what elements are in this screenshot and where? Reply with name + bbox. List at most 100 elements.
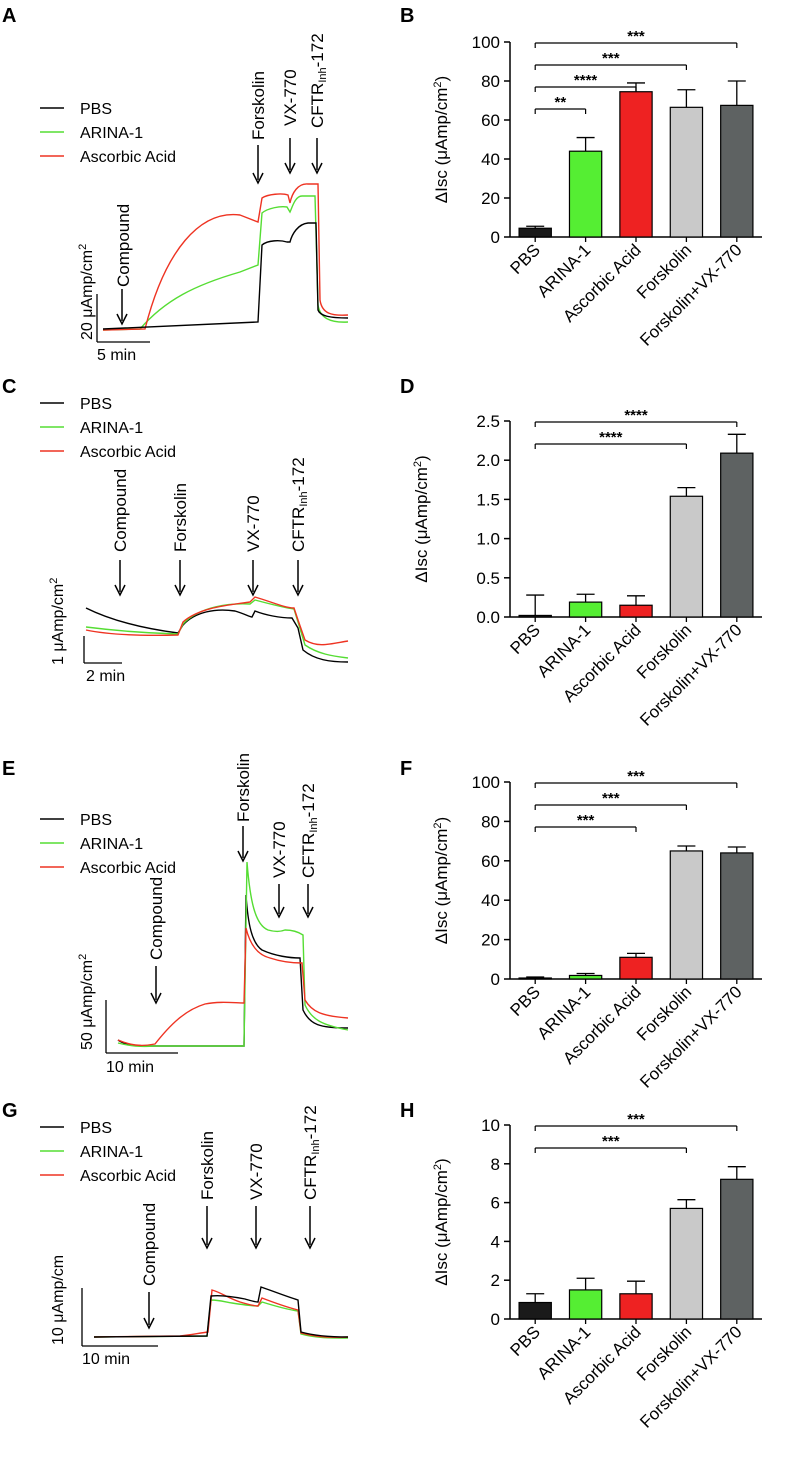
scalebar-g: 10 μAmp/cm 10 min: [50, 1255, 158, 1368]
marker-compound-a: Compound: [114, 204, 133, 326]
significance-label: ***: [602, 50, 620, 67]
marker-compound-g: Compound: [140, 1203, 159, 1330]
trace-g-arina: [93, 1299, 349, 1339]
marker-forskolin-a-arrow-head: [252, 172, 264, 185]
trace-c-pbs: [85, 607, 349, 663]
significance-label: ***: [627, 768, 645, 785]
marker-cftr-g: CFTRInh-172: [301, 1105, 322, 1250]
scalebar-a-x-label: 5 min: [97, 347, 136, 364]
bar-arina-1: [568, 974, 603, 980]
bar-forskolin-vx-770: [720, 1178, 754, 1320]
legend-c-pbs: PBS: [80, 396, 112, 413]
trace-g-pbs: [93, 1286, 349, 1338]
significance-label: ****: [574, 72, 598, 89]
y-tick-label: 0: [491, 228, 500, 247]
marker-forskolin-a-label: Forskolin: [249, 71, 268, 140]
marker-cftr-e: CFTRInh-172: [299, 783, 320, 919]
scalebar-a: 20 μAmp/cm2 5 min: [77, 244, 150, 364]
panel-label-a: A: [2, 5, 16, 27]
trace-e-ascorbic: [117, 927, 349, 1047]
panel-label-f: F: [400, 758, 412, 780]
legend-e-arina: ARINA-1: [80, 836, 143, 853]
trace-a-pbs: [102, 222, 349, 330]
bar-forskolin-vx-770: [720, 452, 754, 618]
marker-vx770-c: VX-770: [244, 495, 263, 597]
y-tick-label: 20: [481, 931, 500, 950]
significance-label: ***: [602, 790, 620, 807]
legend-e-pbs: PBS: [80, 812, 112, 829]
legend-e-ascorbic: Ascorbic Acid: [80, 860, 176, 877]
marker-vx770-c-label: VX-770: [244, 495, 263, 552]
y-axis-label: ΔIsc (μAmp/cm2): [432, 1158, 451, 1285]
significance-label: ***: [602, 1133, 620, 1150]
marker-vx770-a-arrow-head: [284, 162, 296, 175]
y-tick-label: 8: [491, 1155, 500, 1174]
marker-compound-c: Compound: [111, 469, 130, 597]
panel-c: C PBS ARINA-1 Ascorbic Acid Compound For…: [2, 376, 349, 685]
marker-forskolin-g-label: Forskolin: [198, 1131, 217, 1200]
marker-forskolin-g: Forskolin: [198, 1131, 217, 1250]
legend-c-ascorbic: Ascorbic Acid: [80, 444, 176, 461]
legend-e: PBS ARINA-1 Ascorbic Acid: [40, 812, 176, 877]
traces-c: [85, 596, 349, 663]
y-tick-label: 0: [491, 1310, 500, 1329]
bar-ascorbic-acid: [619, 1293, 653, 1320]
legend-ascorbic: Ascorbic Acid: [80, 149, 176, 166]
significance-label: **: [555, 94, 567, 111]
significance-label: ***: [577, 812, 595, 829]
scalebar-a-y-label: 20 μAmp/cm2: [77, 244, 96, 340]
significance-label: ****: [624, 407, 648, 424]
traces-e: [117, 861, 349, 1048]
marker-forskolin-c-label: Forskolin: [171, 483, 190, 552]
y-axis-label: ΔIsc (μAmp/cm2): [432, 76, 451, 203]
significance-label: ****: [599, 429, 623, 446]
traces-a: [102, 183, 349, 331]
panel-label-d: D: [400, 376, 414, 398]
marker-cftr-a-arrow-head: [311, 162, 323, 175]
scalebar-c-y-label: 1 μAmp/cm2: [48, 578, 67, 665]
y-tick-label: 60: [481, 111, 500, 130]
marker-cftr-c: CFTRInh-172: [289, 457, 310, 597]
legend-arina: ARINA-1: [80, 125, 143, 142]
trace-g-ascorbic: [93, 1289, 349, 1339]
legend-g-pbs: PBS: [80, 1120, 112, 1137]
y-axis-label: ΔIsc (μAmp/cm2): [412, 455, 431, 582]
marker-compound-e: Compound: [147, 877, 166, 1005]
scalebar-g-x-label: 10 min: [82, 1351, 130, 1368]
y-tick-label: 1.0: [476, 530, 500, 549]
bar-arina-1: [568, 601, 603, 618]
marker-vx770-a: VX-770: [281, 69, 300, 175]
bar-ascorbic-acid: [619, 604, 653, 618]
bar-forskolin: [669, 106, 704, 238]
y-tick-label: 80: [481, 812, 500, 831]
marker-compound-a-arrow-head: [116, 313, 128, 326]
legend-g-ascorbic: Ascorbic Acid: [80, 1168, 176, 1185]
marker-compound-c-label: Compound: [111, 469, 130, 552]
marker-vx770-g-label: VX-770: [247, 1143, 266, 1200]
bar-ascorbic-acid: [619, 956, 653, 980]
y-tick-label: 100: [472, 773, 500, 792]
legend-pbs: PBS: [80, 101, 112, 118]
bar-forskolin: [669, 495, 704, 618]
marker-vx770-e: VX-770: [270, 821, 289, 919]
legend-g-arina: ARINA-1: [80, 1144, 143, 1161]
marker-cftr-a-label: CFTRInh-172: [308, 33, 329, 128]
scalebar-c-x-label: 2 min: [86, 668, 125, 685]
panel-label-h: H: [400, 1100, 414, 1122]
marker-forskolin-c: Forskolin: [171, 483, 190, 597]
y-tick-label: 20: [481, 189, 500, 208]
y-tick-label: 4: [491, 1232, 500, 1251]
y-tick-label: 1.5: [476, 490, 500, 509]
panel-label-c: C: [2, 376, 16, 398]
legend-a: PBS ARINA-1 Ascorbic Acid: [40, 101, 176, 166]
significance-label: ***: [627, 28, 645, 45]
marker-vx770-e-label: VX-770: [270, 821, 289, 878]
bar-ascorbic-acid: [619, 91, 653, 238]
scalebar-g-y-label: 10 μAmp/cm: [50, 1255, 67, 1345]
trace-c-arina: [85, 599, 349, 659]
